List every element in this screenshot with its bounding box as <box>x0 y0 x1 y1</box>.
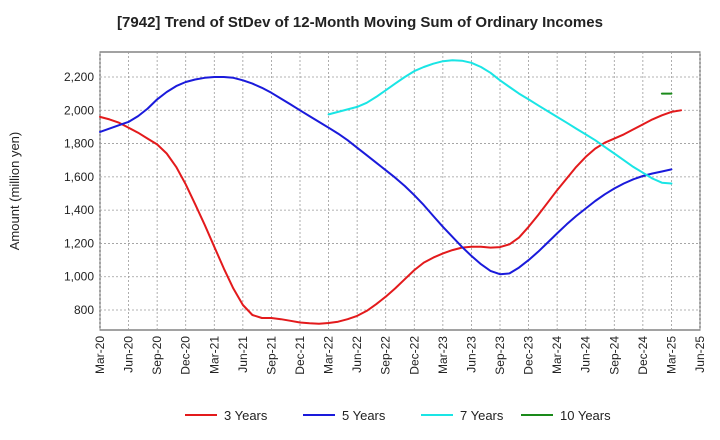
x-tick-label: Jun-21 <box>236 336 250 373</box>
x-tick-label: Mar-25 <box>664 336 678 374</box>
x-tick-label: Mar-21 <box>207 336 221 374</box>
legend: 3 Years 5 Years 7 Years 10 Years <box>185 408 611 423</box>
x-tick-label: Jun-25 <box>693 336 707 373</box>
x-tick-label: Jun-23 <box>464 336 478 373</box>
series-group <box>99 59 682 325</box>
y-axis-ticks: 800 1,000 1,200 1,400 1,600 1,800 2,000 2,200 <box>64 70 94 317</box>
x-tick-label: Jun-24 <box>579 336 593 373</box>
x-axis-ticks: Mar-20 Jun-20 Sep-20 Dec-20 Mar-21 Jun-21 Sep-… <box>93 336 707 375</box>
chart-title: [7942] Trend of StDev of 12-Month Moving… <box>117 14 603 31</box>
x-tick-label: Jun-22 <box>350 336 364 373</box>
y-tick-label: 1,200 <box>64 236 94 250</box>
x-tick-label: Dec-22 <box>407 336 421 375</box>
x-tick-label: Dec-21 <box>293 336 307 375</box>
legend-label: 3 Years <box>224 408 268 423</box>
legend-label: 10 Years <box>560 408 611 423</box>
legend-label: 5 Years <box>342 408 386 423</box>
x-tick-label: Mar-23 <box>436 336 450 374</box>
gridlines <box>99 52 701 330</box>
legend-label: 7 Years <box>460 408 504 423</box>
x-tick-label: Sep-22 <box>379 336 393 375</box>
x-tick-label: Dec-20 <box>179 336 193 375</box>
x-tick-label: Sep-21 <box>264 336 278 375</box>
x-tick-label: Jun-20 <box>122 336 136 373</box>
series-line-3-years <box>99 109 682 325</box>
x-tick-label: Dec-24 <box>636 336 650 375</box>
y-axis-label: Amount (million yen) <box>7 132 22 251</box>
y-tick-label: 2,200 <box>64 70 94 84</box>
x-tick-label: Sep-20 <box>150 336 164 375</box>
x-tick-label: Dec-23 <box>522 336 536 375</box>
x-tick-label: Mar-20 <box>93 336 107 374</box>
y-tick-label: 800 <box>74 303 94 317</box>
y-tick-label: 1,600 <box>64 170 94 184</box>
x-tick-label: Sep-23 <box>493 336 507 375</box>
x-tick-label: Mar-24 <box>550 336 564 374</box>
y-tick-label: 1,800 <box>64 137 94 151</box>
series-line-5-years <box>99 76 673 276</box>
y-tick-label: 1,000 <box>64 270 94 284</box>
x-tick-label: Mar-22 <box>322 336 336 374</box>
series-line-7-years <box>327 59 673 185</box>
x-tick-label: Sep-24 <box>607 336 621 375</box>
y-tick-label: 2,000 <box>64 103 94 117</box>
y-tick-label: 1,400 <box>64 203 94 217</box>
